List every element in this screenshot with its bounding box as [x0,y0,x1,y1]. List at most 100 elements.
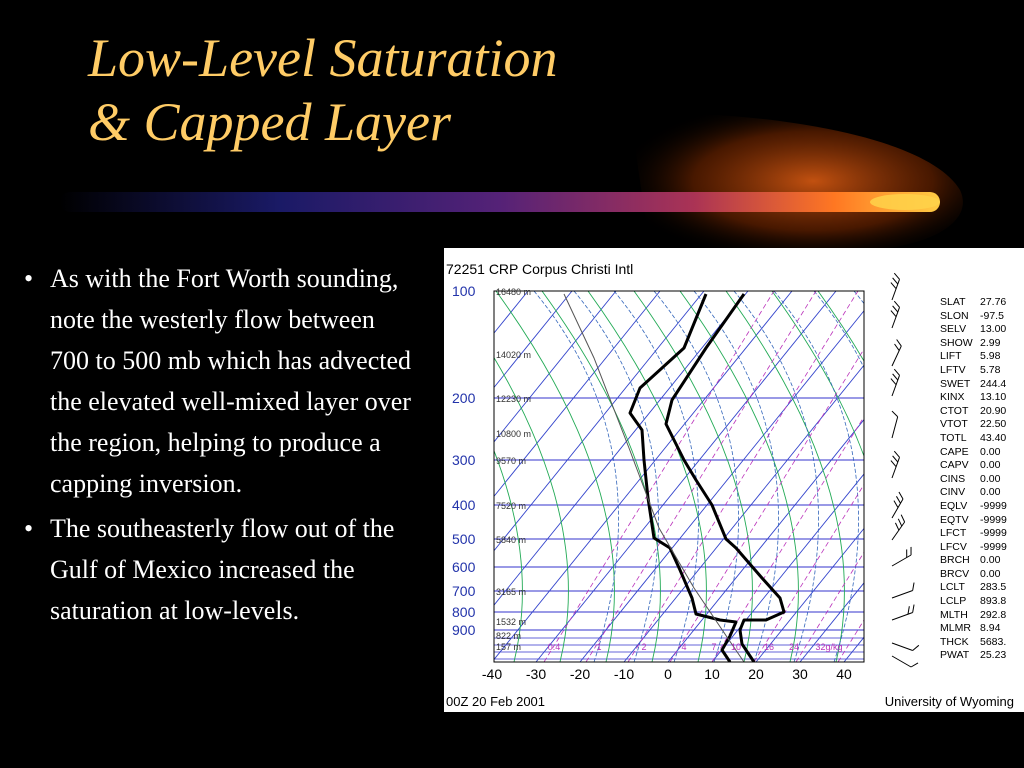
index-value: 5683. [980,635,1007,648]
index-name: EQTV [940,513,969,526]
temperature-tick-label: 20 [748,666,764,682]
index-name: TOTL [940,431,967,444]
bullet-item: The southeasterly flow out of the Gulf o… [20,508,420,631]
index-row: LCLT 283.5 [940,581,1020,595]
date-label: 00Z 20 Feb 2001 [446,694,545,709]
temperature-tick-label: 30 [792,666,808,682]
index-value: 0.00 [980,554,1001,567]
index-value: 27.76 [980,296,1007,308]
index-row: LIFT 5.98 [940,350,1020,364]
pressure-label: 400 [452,497,476,513]
height-label: 9570 m [496,456,526,466]
bullet-list: As with the Fort Worth sounding, note th… [20,258,420,635]
index-row: LCLP 893.8 [940,595,1020,609]
index-value: -97.5 [980,309,1004,322]
index-value: 0.00 [980,472,1001,485]
index-value: 0.00 [980,445,1001,458]
credit-label: University of Wyoming [885,694,1014,709]
index-value: 2.99 [980,336,1001,349]
index-row: CTOT 20.90 [940,405,1020,419]
height-label: 7520 m [496,501,526,511]
pressure-label: 700 [452,583,476,599]
index-row: LFTV 5.78 [940,364,1020,378]
index-row: EQTV -9999 [940,514,1020,528]
index-row: TOTL 43.40 [940,432,1020,446]
index-name: LCLP [940,595,967,608]
mixing-ratio-label: 16 [764,642,774,652]
index-name: CTOT [940,404,969,417]
index-row: CINS 0.00 [940,473,1020,487]
index-name: LFCV [940,540,967,553]
index-row: VTOT 22.50 [940,418,1020,432]
index-value: 0.00 [980,486,1001,499]
index-row: SELV 13.00 [940,323,1020,337]
temperature-tick-label: 10 [704,666,720,682]
temperature-tick-label: -20 [570,666,590,682]
mixing-ratio-label: 4 [681,642,686,652]
bullet-item: As with the Fort Worth sounding, note th… [20,258,420,504]
station-header: 72251 CRP Corpus Christi Intl [446,261,633,277]
wind-barb [891,546,912,567]
mixing-ratio-label: 24 [789,642,799,652]
index-name: LIFT [940,350,962,363]
wind-barb [890,450,900,479]
index-name: MLMR [940,622,971,635]
height-label: 12230 m [496,394,531,404]
wind-barb [891,604,915,621]
slide-title: Low-Level Saturation & Capped Layer [88,26,558,154]
pressure-label: 300 [452,452,476,468]
index-row: THCK 5683. [940,636,1020,650]
index-row: LFCV -9999 [940,541,1020,555]
index-value: 13.10 [980,391,1007,404]
mixing-ratio-label: 7 [711,642,716,652]
index-name: LFCT [940,527,967,540]
mixing-ratio-label: 10 [731,642,741,652]
height-label: 5840 m [496,535,526,545]
index-value: 0.00 [980,567,1001,580]
index-value: 0.00 [980,459,1001,472]
index-row: SHOW 2.99 [940,337,1020,351]
index-value: 20.90 [980,404,1007,417]
index-name: CINS [940,472,966,485]
wind-barb [891,514,906,541]
skewt-diagram: 72251 CRP Corpus Christi Intl 1002003004… [446,261,1014,709]
index-name: BRCH [940,554,970,567]
index-name: PWAT [940,649,970,662]
wind-barb [891,339,902,367]
index-value: -9999 [980,513,1007,526]
height-label: 3165 m [496,587,526,597]
temperature-tick-label: -30 [526,666,546,682]
wind-barb [891,410,899,439]
index-value: 244.4 [980,377,1007,390]
index-value: 13.00 [980,323,1007,336]
index-value: 283.5 [980,581,1007,594]
index-name: CAPE [940,445,969,458]
index-row: CAPE 0.00 [940,446,1020,460]
index-row: EQLV -9999 [940,500,1020,514]
index-row: BRCV 0.00 [940,568,1020,582]
index-row: BRCH 0.00 [940,554,1020,568]
index-row: SWET 244.4 [940,378,1020,392]
index-value: 292.8 [980,608,1007,621]
temperature-tick-label: 40 [836,666,852,682]
temperature-tick-label: -10 [614,666,634,682]
mixing-ratio-label: 1 [596,642,601,652]
pressure-label: 500 [452,531,476,547]
index-row: MLMR 8.94 [940,622,1020,636]
mixing-ratio-label: 2 [641,642,646,652]
height-label: 822 m [496,631,521,641]
index-value: 22.50 [980,418,1007,431]
index-value: 43.40 [980,431,1007,444]
index-row: SLAT 27.76 [940,296,1020,310]
wind-barb [891,655,919,668]
index-value: -9999 [980,540,1007,553]
index-value: 8.94 [980,622,1001,635]
index-name: CINV [940,486,966,499]
decorative-swoosh [60,112,963,250]
index-name: CAPV [940,459,969,472]
index-value: -9999 [980,527,1007,540]
index-row: MLTH 292.8 [940,609,1020,623]
wind-barb [890,300,900,329]
skewt-sounding-figure: 72251 CRP Corpus Christi Intl 100 200 300 4… [444,248,1024,712]
index-name: MLTH [940,608,968,621]
